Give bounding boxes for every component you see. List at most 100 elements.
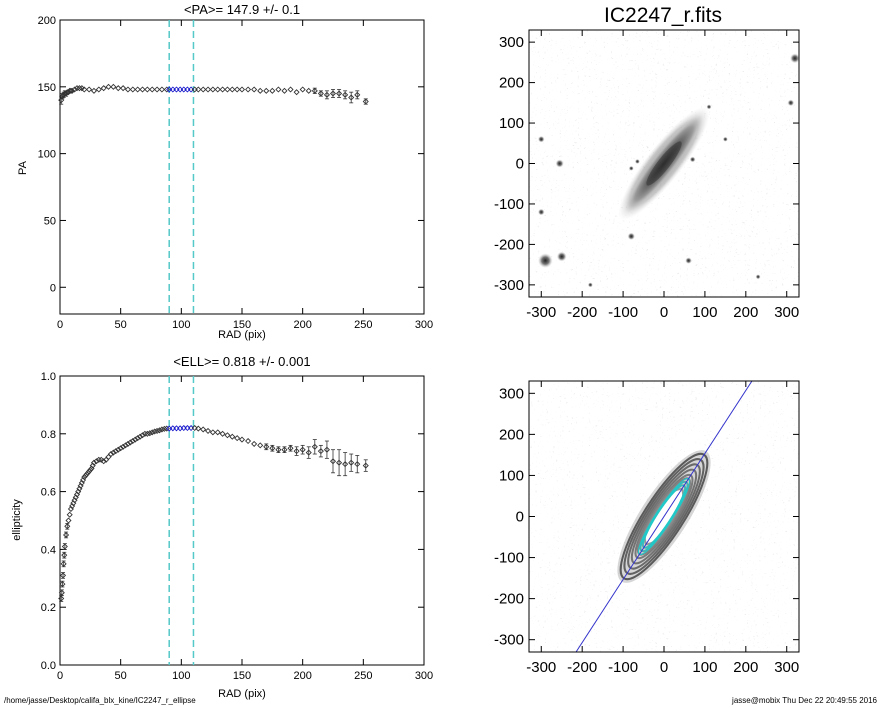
x-tick-label: 100 (172, 319, 190, 331)
y-tick-label: 0 (516, 156, 524, 173)
ell-ylabel: ellipticity (11, 499, 23, 541)
y-tick-label: -300 (494, 277, 524, 294)
data-point (287, 445, 294, 452)
x-tick-label: 300 (774, 659, 799, 676)
data-point (90, 87, 98, 94)
data-point (317, 448, 324, 455)
data-point (158, 426, 165, 433)
ell-plot-area: 0 50 100 150 200 250 300 0.0 0.2 0.4 0.6 0.8 1.0 (41, 371, 433, 682)
x-tick-label: 200 (293, 670, 311, 682)
data-point (204, 427, 212, 434)
data-point (146, 430, 153, 437)
data-point (245, 86, 252, 93)
data-point (234, 435, 241, 442)
y-tick-label: 150 (38, 82, 56, 94)
x-tick-label: -100 (608, 304, 638, 321)
data-point (305, 87, 312, 94)
data-point (129, 86, 136, 93)
y-tick-label: 300 (499, 34, 524, 51)
data-point (124, 440, 131, 447)
data-point (61, 552, 68, 559)
data-point (124, 86, 131, 93)
data-point (163, 425, 170, 432)
data-point (110, 449, 117, 456)
data-point (120, 443, 127, 450)
data-point (86, 86, 93, 93)
y-tick-label: 0 (516, 509, 524, 526)
data-point (354, 461, 361, 468)
point-source (755, 274, 761, 280)
data-point (60, 560, 67, 567)
ell-xlabel: RAD (pix) (218, 688, 266, 700)
ellipticity-profile-panel: <ELL>= 0.818 +/- 0.001 0 50 100 150 200 250 30… (11, 354, 433, 700)
y-tick-label: -300 (494, 632, 524, 649)
data-point (144, 430, 151, 437)
data-point (66, 87, 73, 94)
data-point (76, 85, 83, 92)
data-point (137, 433, 144, 440)
data-point (200, 426, 207, 433)
y-tick-label: 200 (499, 426, 524, 443)
data-point (214, 429, 221, 436)
data-point (127, 439, 134, 446)
y-tick-label: 200 (38, 15, 56, 27)
data-point (362, 98, 369, 105)
x-tick-label: 150 (233, 319, 251, 331)
y-tick-label: 200 (499, 75, 524, 92)
point-source (556, 251, 567, 262)
data-point (63, 90, 70, 97)
isophote-contours (575, 381, 753, 652)
data-point (139, 432, 146, 439)
data-point (110, 83, 117, 90)
data-point (69, 87, 76, 94)
data-point (154, 427, 161, 434)
point-source (587, 282, 593, 288)
x-tick-label: 250 (354, 670, 372, 682)
x-tick-label: 150 (233, 670, 251, 682)
footer-file-path: /home/jasse/Desktop/califa_blx_kine/IC22… (4, 696, 196, 705)
data-point (263, 443, 270, 450)
point-source (787, 99, 795, 107)
y-tick-label: 0.2 (41, 602, 56, 614)
x-tick-label: 0 (57, 670, 63, 682)
data-point (209, 86, 216, 93)
data-point (115, 85, 122, 92)
image-title: IC2247_r.fits (604, 4, 722, 27)
data-point (163, 86, 170, 93)
x-tick-label: 250 (354, 319, 372, 331)
x-tick-label: 100 (692, 304, 717, 321)
data-point (73, 85, 81, 92)
data-point (115, 446, 122, 453)
x-tick-label: 50 (115, 670, 127, 682)
point-source (634, 159, 640, 164)
y-tick-label: 100 (38, 149, 56, 161)
pa-profile-panel: <PA>= 147.9 +/- 0.1 0 50 100 150 200 250 300 0 5… (17, 2, 433, 341)
data-point (156, 427, 163, 434)
x-tick-label: 200 (733, 659, 758, 676)
x-tick-label: -200 (567, 304, 597, 321)
major-axis-line (575, 381, 753, 652)
data-point (311, 87, 318, 94)
data-point (323, 91, 330, 98)
data-point (251, 440, 258, 447)
y-tick-label: -200 (494, 591, 524, 608)
x-tick-label: 100 (172, 670, 190, 682)
point-source (555, 159, 564, 168)
plot-frame (59, 375, 425, 666)
data-point (245, 437, 252, 445)
x-tick-label: -300 (526, 659, 556, 676)
data-point (317, 90, 324, 97)
data-point (204, 86, 212, 93)
data-point (58, 589, 65, 596)
data-point (71, 86, 78, 93)
image-axes: -300 -200 -100 0 100 200 300 -300 -200 -100 0 100 20… (494, 29, 800, 321)
data-point (299, 446, 306, 453)
data-point (105, 83, 112, 90)
data-point (87, 466, 94, 473)
data-point (90, 459, 98, 466)
data-point (281, 446, 288, 453)
y-tick-label: 0 (50, 282, 56, 294)
data-point (287, 86, 294, 93)
data-point (149, 86, 156, 93)
